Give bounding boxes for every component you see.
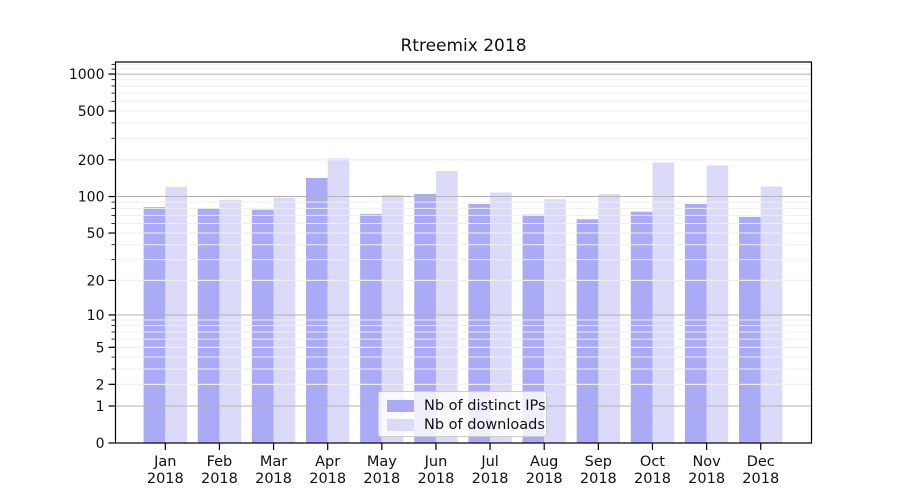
bar-distinct-ips xyxy=(468,203,491,443)
legend-label-downloads: Nb of downloads xyxy=(424,416,545,433)
bar-downloads xyxy=(381,194,404,443)
bar-downloads xyxy=(652,162,675,443)
bar-distinct-ips xyxy=(522,214,545,443)
bar-downloads xyxy=(598,193,621,443)
x-tick-label-month: Mar xyxy=(260,454,287,470)
legend: Nb of distinct IPs Nb of downloads xyxy=(378,391,547,437)
y-tick-label: 100 xyxy=(78,190,105,206)
bar-distinct-ips xyxy=(630,211,653,443)
y-tick-label: 0 xyxy=(96,436,105,452)
x-tick-label-year: 2018 xyxy=(309,471,346,487)
bar-distinct-ips xyxy=(684,203,707,443)
bar-distinct-ips xyxy=(360,213,382,443)
bar-downloads xyxy=(435,170,458,443)
x-tick-label-month: Aug xyxy=(530,454,558,470)
legend-swatch-distinct-ips xyxy=(387,399,414,412)
x-tick-label-year: 2018 xyxy=(255,471,292,487)
y-tick-label: 200 xyxy=(78,153,105,169)
x-tick-label-month: Jul xyxy=(480,454,499,470)
x-tick-label-month: Jan xyxy=(153,454,176,470)
bar-distinct-ips xyxy=(414,193,436,443)
y-tick-label: 500 xyxy=(78,104,105,120)
x-tick-label-month: Sep xyxy=(585,454,612,470)
legend-row: Nb of downloads xyxy=(387,415,546,434)
bar-downloads xyxy=(327,158,350,443)
x-tick-label-year: 2018 xyxy=(201,471,238,487)
legend-row: Nb of distinct IPs xyxy=(387,396,546,415)
x-tick-label-year: 2018 xyxy=(742,471,779,487)
y-tick-label: 2 xyxy=(96,377,105,393)
x-tick-label-year: 2018 xyxy=(472,471,509,487)
bar-distinct-ips xyxy=(739,216,761,443)
x-tick-label-month: Dec xyxy=(747,454,775,470)
legend-swatch-downloads xyxy=(387,418,414,431)
bar-downloads xyxy=(219,199,242,443)
bars-layer xyxy=(143,158,783,443)
x-tick-label-year: 2018 xyxy=(363,471,400,487)
bar-downloads xyxy=(544,199,566,443)
bar-distinct-ips xyxy=(305,177,328,443)
y-tick-label: 50 xyxy=(87,226,105,242)
y-tick-label: 5 xyxy=(96,340,105,356)
x-tick-label-month: Apr xyxy=(315,454,340,470)
x-tick-label-year: 2018 xyxy=(634,471,671,487)
x-tick-label-year: 2018 xyxy=(688,471,725,487)
x-tick-label-month: Nov xyxy=(692,454,721,470)
bar-distinct-ips xyxy=(143,207,166,443)
x-tick-label-month: Oct xyxy=(640,454,665,470)
y-tick-label: 1000 xyxy=(69,67,105,83)
x-tick-label-month: May xyxy=(367,454,397,470)
legend-label-distinct-ips: Nb of distinct IPs xyxy=(424,397,546,414)
plot-border xyxy=(114,61,813,444)
x-tick-label-year: 2018 xyxy=(147,471,184,487)
x-tick-label-month: Feb xyxy=(207,454,233,470)
chart-title: Rtreemix 2018 xyxy=(400,36,526,56)
x-tick-label-year: 2018 xyxy=(526,471,563,487)
x-tick-label-year: 2018 xyxy=(417,471,454,487)
bar-downloads xyxy=(706,165,729,443)
y-tick-label: 20 xyxy=(87,273,105,289)
y-tick-label: 1 xyxy=(96,399,105,415)
y-tick-label: 10 xyxy=(87,308,105,324)
axis-layer: 01251020501002005001000Jan2018Feb2018Mar… xyxy=(69,61,813,487)
bar-downloads xyxy=(490,192,512,443)
x-tick-label-month: Jun xyxy=(424,454,448,470)
x-tick-label-year: 2018 xyxy=(580,471,617,487)
bar-distinct-ips xyxy=(576,219,599,443)
